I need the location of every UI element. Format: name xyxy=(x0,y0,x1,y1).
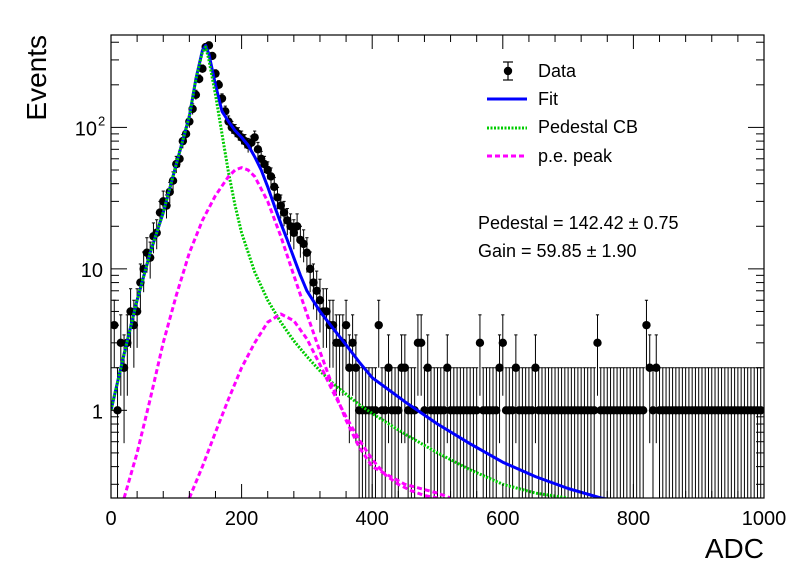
data-point xyxy=(416,338,426,348)
data-point xyxy=(590,406,599,415)
data-point xyxy=(315,296,325,305)
data-point xyxy=(638,406,648,415)
pe-peak-curve xyxy=(122,166,452,498)
x-tick-label: 1000 xyxy=(742,508,787,530)
y-tick-label: 1 xyxy=(92,401,103,423)
gain-annotation: Gain = 59.85 ± 1.90 xyxy=(478,241,637,261)
data-point xyxy=(348,338,357,348)
legend: Data Fit Pedestal CB p.e. peak xyxy=(487,61,638,166)
data-point xyxy=(116,338,125,348)
legend-pedestal-label: Pedestal CB xyxy=(538,117,638,137)
data-point xyxy=(374,320,383,330)
plot-frame xyxy=(110,34,765,499)
x-axis: 0 200 400 600 800 1000 xyxy=(105,35,786,530)
data-point xyxy=(305,264,315,274)
data-point xyxy=(351,363,361,372)
data-point xyxy=(645,363,654,372)
data-point xyxy=(508,406,517,415)
pedestal-cb-curve xyxy=(111,45,569,498)
y-axis-title: Events xyxy=(21,35,52,121)
x-tick-label: 0 xyxy=(105,508,116,530)
x-tick-label: 600 xyxy=(486,508,519,530)
data-point xyxy=(371,406,380,415)
data-point xyxy=(400,363,410,372)
x-axis-title: ADC xyxy=(705,533,764,564)
data-point xyxy=(384,363,393,372)
data-point xyxy=(498,338,507,348)
pe-peak-curve xyxy=(188,312,438,498)
data-point xyxy=(511,363,521,372)
data-point xyxy=(652,363,661,372)
data-point xyxy=(381,406,390,415)
legend-data-marker xyxy=(503,61,513,81)
data-point xyxy=(312,286,321,295)
fit-curve xyxy=(111,43,611,498)
data-point xyxy=(286,222,295,231)
data-point xyxy=(345,363,354,372)
data-point xyxy=(648,406,658,415)
legend-fit-label: Fit xyxy=(538,89,558,109)
data-point xyxy=(423,363,432,372)
data-point xyxy=(266,172,276,181)
data-point xyxy=(531,363,540,372)
x-tick-label: 200 xyxy=(225,508,258,530)
y-tick-label: 10 xyxy=(81,260,103,282)
x-tick-label: 800 xyxy=(617,508,650,530)
data-point xyxy=(302,248,312,257)
data-point xyxy=(642,320,651,330)
data-point xyxy=(439,406,449,415)
legend-pe-peak-label: p.e. peak xyxy=(538,146,613,166)
data-point xyxy=(341,320,351,330)
data-point xyxy=(309,278,318,287)
data-point xyxy=(276,201,285,210)
data-point xyxy=(495,363,504,372)
data-point xyxy=(472,406,481,415)
plot-area xyxy=(111,41,764,498)
data-point xyxy=(394,406,403,415)
y-tick-label: 10 xyxy=(75,118,97,140)
data-point xyxy=(250,133,259,142)
data-point xyxy=(492,406,501,415)
data-point xyxy=(292,222,302,231)
data-point xyxy=(527,406,537,415)
pedestal-annotation: Pedestal = 142.42 ± 0.75 xyxy=(478,213,679,233)
data-point xyxy=(299,239,308,249)
data-point xyxy=(289,228,299,237)
data-point xyxy=(279,208,289,217)
data-point xyxy=(593,338,602,348)
data-point xyxy=(322,307,331,316)
x-tick-label: 400 xyxy=(356,508,389,530)
data-point xyxy=(270,182,279,192)
data-point xyxy=(475,338,485,348)
data-point xyxy=(443,363,452,372)
legend-data-label: Data xyxy=(538,61,577,81)
y-tick-exponent: 2 xyxy=(98,113,105,128)
